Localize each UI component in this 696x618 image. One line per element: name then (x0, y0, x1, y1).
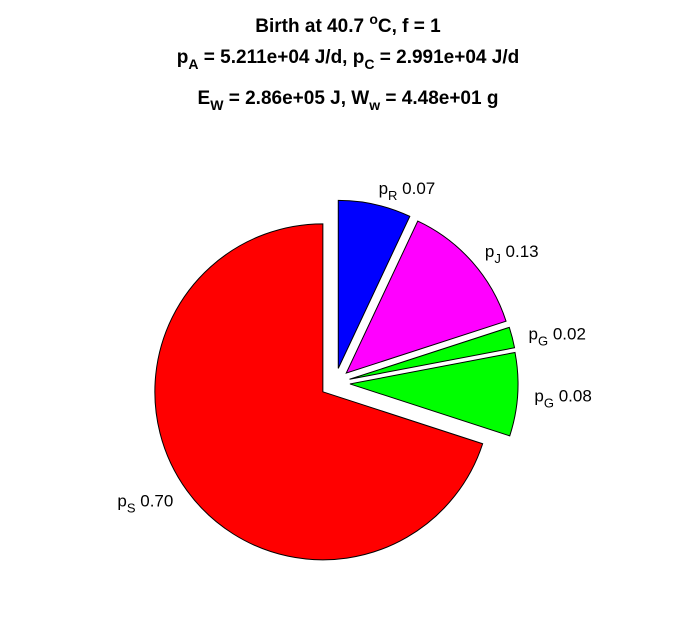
pie-slice-ps-4 (154, 223, 484, 561)
slice-label-3: pG 0.08 (534, 387, 591, 411)
slice-label-4: pS 0.70 (117, 491, 173, 515)
pie-slice-pg-3 (349, 351, 519, 437)
title-line-3: EW = 2.86e+05 J, Ww = 4.48e+01 g (198, 88, 499, 113)
slice-label-1: pJ 0.13 (485, 242, 539, 266)
pie-labels: pR 0.07 pJ 0.13 pG 0.02 pG 0.08 pS 0.70 (117, 179, 591, 515)
pie-slice-pg-2 (349, 326, 516, 380)
title-line-1: Birth at 40.7 oC, f = 1 (255, 11, 441, 37)
slice-label-2: pG 0.02 (529, 324, 586, 348)
slice-label-0: pR 0.07 (379, 179, 436, 203)
chart-title: Birth at 40.7 oC, f = 1 pA = 5.211e+04 J… (177, 11, 519, 113)
pie-slice-pr-0 (337, 199, 411, 369)
pie-slices (154, 199, 519, 561)
pie-slice-pj-1 (345, 220, 507, 374)
title-line-2: pA = 5.211e+04 J/d, pC = 2.991e+04 J/d (177, 47, 519, 72)
